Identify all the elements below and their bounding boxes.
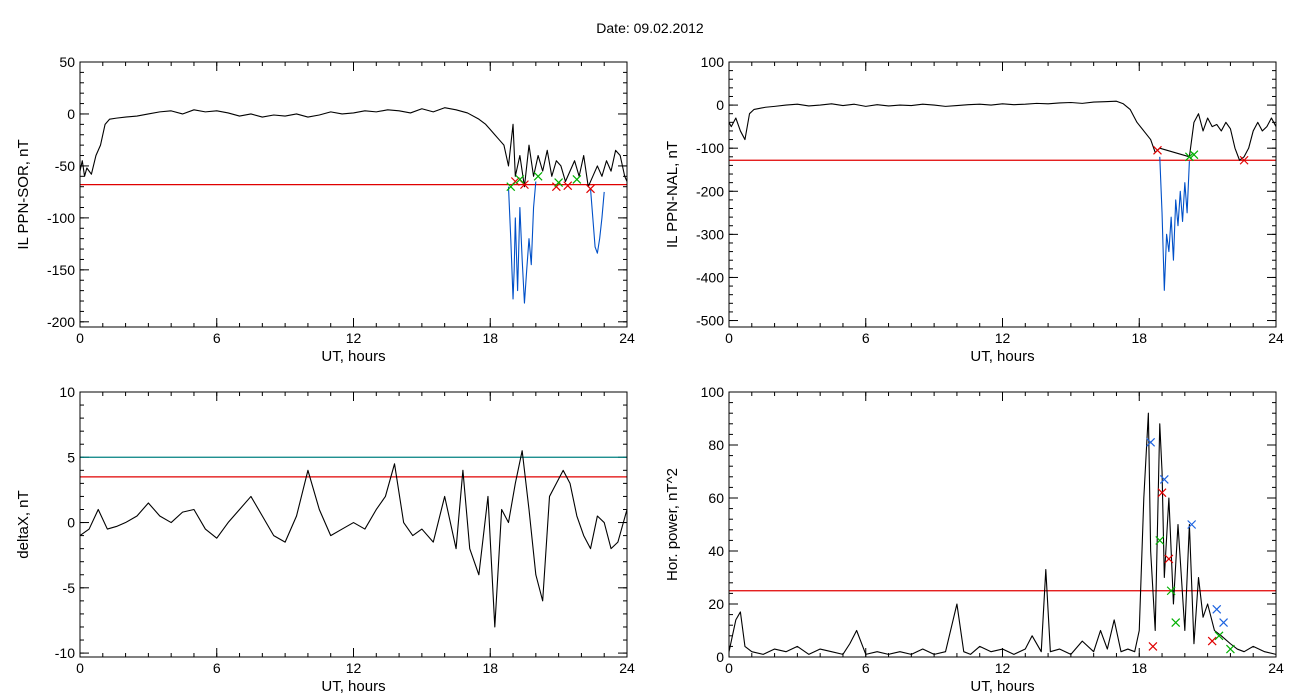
y-tick-label: -500 — [696, 313, 724, 329]
x-tick-label: 12 — [995, 330, 1011, 346]
series-line — [79, 450, 628, 628]
y-axis-label: deltaX, nT — [15, 490, 32, 558]
event-marker — [1148, 641, 1158, 651]
y-tick-label: 0 — [716, 649, 724, 665]
y-tick-label: 5 — [67, 449, 75, 465]
series-line — [1159, 156, 1190, 291]
x-tick-label: 12 — [346, 660, 362, 676]
event-marker — [1184, 152, 1194, 162]
event-marker — [1171, 618, 1181, 627]
y-axis-label: Hor. power, nT^2 — [664, 468, 681, 581]
event-marker — [572, 175, 582, 184]
event-marker — [1219, 618, 1229, 627]
event-marker — [1159, 475, 1169, 484]
series-line — [589, 188, 605, 254]
x-tick-label: 24 — [619, 330, 635, 346]
event-marker — [1225, 644, 1235, 654]
y-tick-label: 100 — [701, 54, 725, 70]
y-tick-label: -100 — [696, 140, 724, 156]
event-marker — [1214, 631, 1224, 641]
plot-frame — [79, 61, 628, 328]
series-line — [507, 181, 537, 304]
panel-hor-power: 0 6 12 18 24 100 80 60 40 20 0 UT, hours Hor. power,… — [664, 384, 1284, 695]
y-tick-label: -200 — [47, 314, 75, 330]
event-marker — [1153, 145, 1162, 155]
event-marker — [1157, 488, 1167, 498]
series-line — [728, 100, 1277, 161]
event-marker — [1212, 604, 1222, 614]
y-axis-label: IL PPN-SOR, nT — [15, 139, 32, 249]
event-marker — [1239, 155, 1249, 165]
event-marker — [515, 175, 525, 184]
x-axis-label: UT, hours — [321, 678, 385, 695]
y-tick-label: 10 — [59, 384, 75, 400]
y-axis-label: IL PPN-NAL, nT — [664, 141, 681, 248]
series-line — [79, 107, 628, 188]
x-tick-label: 0 — [76, 660, 84, 676]
x-tick-label: 6 — [213, 660, 221, 676]
event-marker — [533, 171, 543, 181]
event-marker — [563, 181, 573, 191]
y-tick-label: 0 — [67, 106, 75, 122]
x-tick-label: 24 — [619, 660, 635, 676]
event-marker — [1187, 520, 1197, 529]
x-tick-label: 18 — [482, 660, 498, 676]
y-tick-label: 0 — [716, 97, 724, 113]
event-marker — [1207, 636, 1217, 646]
x-tick-label: 6 — [862, 330, 870, 346]
y-tick-label: 0 — [67, 515, 75, 531]
panel-ppn-sor: 0 6 12 18 24 50 0 -50 -100 -150 -200 UT, hours IL PP… — [15, 54, 635, 365]
event-marker — [1164, 554, 1174, 564]
y-tick-label: -100 — [47, 210, 75, 226]
x-axis-label: UT, hours — [970, 678, 1034, 695]
x-tick-label: 18 — [1131, 660, 1147, 676]
y-tick-label: -10 — [55, 645, 75, 661]
y-tick-label: -400 — [696, 269, 724, 285]
event-marker — [1189, 150, 1199, 160]
event-marker — [586, 184, 595, 194]
x-tick-label: 24 — [1268, 660, 1284, 676]
x-tick-label: 6 — [862, 660, 870, 676]
y-tick-label: 20 — [708, 596, 724, 612]
event-marker — [1155, 535, 1165, 545]
x-tick-label: 0 — [725, 660, 733, 676]
y-tick-label: 40 — [708, 543, 724, 559]
plot-frame — [79, 391, 628, 658]
y-tick-label: 50 — [59, 54, 75, 70]
y-tick-label: 80 — [708, 437, 724, 453]
x-tick-label: 0 — [725, 330, 733, 346]
x-tick-label: 18 — [482, 330, 498, 346]
page-title: Date: 09.02.2012 — [596, 20, 704, 36]
y-tick-label: -5 — [63, 580, 76, 596]
x-tick-label: 18 — [1131, 330, 1147, 346]
event-marker — [554, 178, 564, 187]
x-axis-label: UT, hours — [321, 348, 385, 365]
event-marker — [1166, 586, 1176, 596]
plot-frame — [728, 61, 1277, 328]
x-tick-label: 12 — [995, 660, 1011, 676]
event-marker — [1146, 437, 1156, 447]
x-tick-label: 12 — [346, 330, 362, 346]
x-tick-label: 6 — [213, 330, 221, 346]
panel-deltax: 0 6 12 18 24 10 5 0 -5 -10 UT, hours deltaX, nT — [15, 384, 635, 695]
y-tick-label: -50 — [55, 158, 75, 174]
event-marker — [506, 182, 516, 192]
plot-frame — [728, 391, 1277, 658]
panel-ppn-nal: 0 6 12 18 24 100 0 -100 -200 -300 -400 -500 UT, hour… — [664, 54, 1284, 365]
y-tick-label: -150 — [47, 262, 75, 278]
y-tick-label: -200 — [696, 183, 724, 199]
series-line — [728, 412, 1277, 655]
y-tick-label: 60 — [708, 490, 724, 506]
event-marker — [551, 182, 561, 192]
x-axis-label: UT, hours — [970, 348, 1034, 365]
x-tick-label: 0 — [76, 330, 84, 346]
x-tick-label: 24 — [1268, 330, 1284, 346]
y-tick-label: 100 — [701, 384, 725, 400]
y-tick-label: -300 — [696, 226, 724, 242]
